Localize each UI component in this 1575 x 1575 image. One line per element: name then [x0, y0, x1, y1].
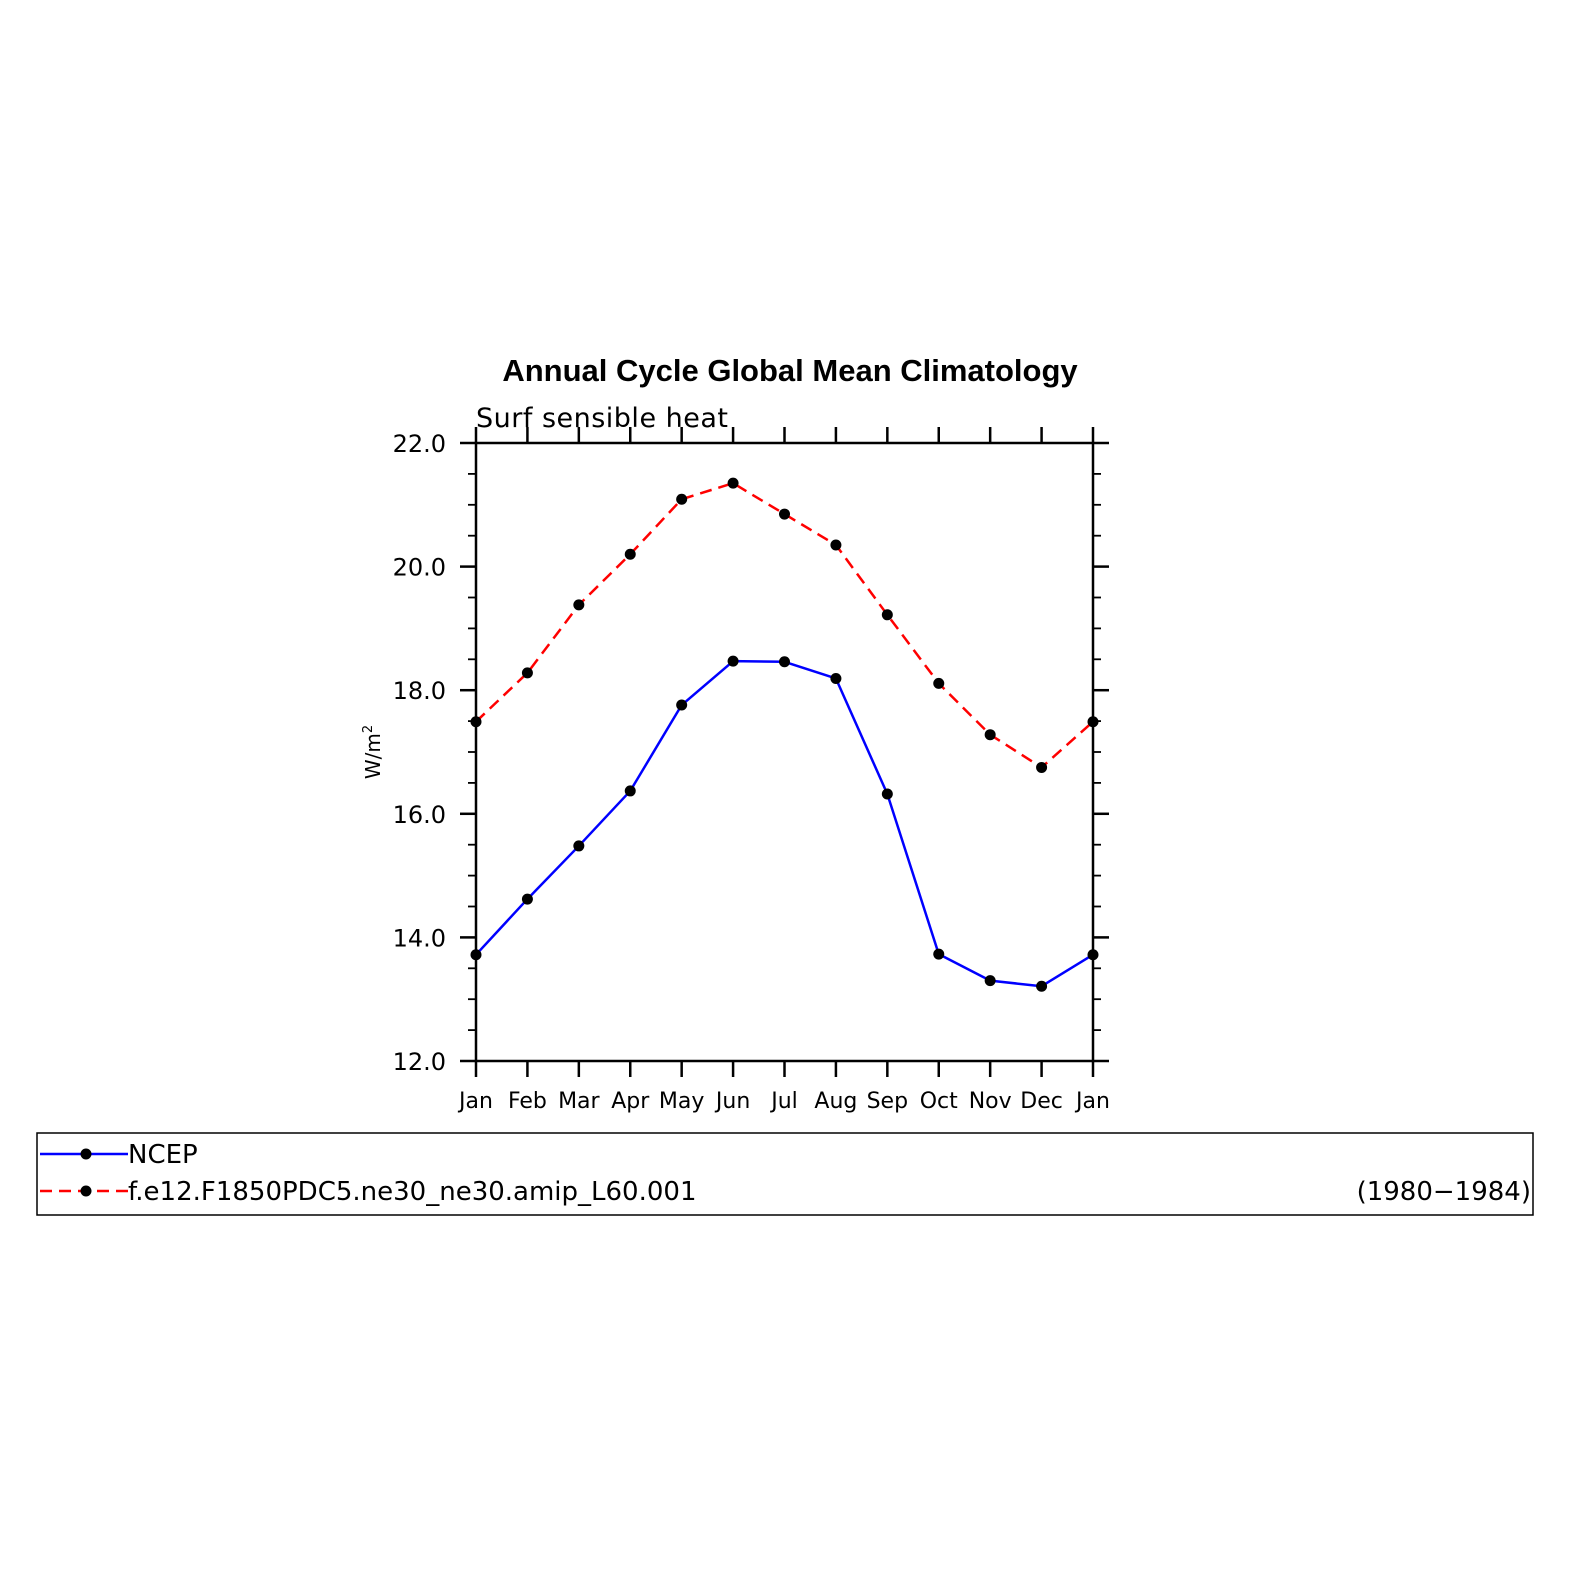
y-tick-label: 18.0 [393, 677, 446, 705]
x-tick-label: Aug [814, 1089, 857, 1114]
data-point [830, 539, 842, 551]
series-line [475, 481, 1094, 769]
svg-text:W/m2: W/m2 [361, 725, 385, 779]
x-tick-label: Oct [920, 1089, 958, 1114]
y-axis-label-text: W/m [361, 733, 385, 779]
data-point [779, 656, 790, 668]
data-point [624, 548, 636, 560]
x-tick-label: Feb [508, 1089, 547, 1114]
data-point [624, 785, 636, 797]
y-tick-label: 20.0 [393, 554, 446, 582]
x-tick-label: Dec [1020, 1089, 1063, 1114]
y-tick-label: 22.0 [393, 430, 446, 458]
x-tick-label: Mar [558, 1089, 600, 1114]
y-tick-label: 16.0 [393, 801, 446, 829]
chart-title: Annual Cycle Global Mean Climatology [502, 353, 1078, 388]
legend-entries: NCEP f.e12.F1850PDC5.ne30_ne30.amip_L60.0… [40, 1140, 696, 1207]
axis-ticks [460, 427, 1109, 1077]
legend-box [36, 1132, 1534, 1216]
tick-labels: Jan Feb Mar Apr May Jun Jul Aug Sep Oct Nov Dec Jan 1… [393, 430, 1110, 1114]
data-point [881, 788, 893, 800]
x-tick-label: Apr [611, 1089, 650, 1114]
chart-subtitle: Surf sensible heat [476, 403, 729, 434]
y-tick-label: 14.0 [393, 924, 446, 952]
legend-marker [80, 1148, 92, 1160]
legend-entry: NCEP [40, 1140, 198, 1170]
series-line [475, 659, 1094, 988]
x-tick-label: Jan [1074, 1089, 1110, 1114]
data-point [984, 975, 996, 987]
data-point [727, 477, 739, 489]
data-point [830, 672, 842, 684]
data-point [521, 893, 533, 905]
plot-frame [474, 441, 1095, 1063]
legend: NCEP f.e12.F1850PDC5.ne30_ne30.amip_L60.0… [36, 1132, 1534, 1216]
data-point [933, 948, 945, 960]
data-point [727, 655, 739, 667]
series-2 [470, 477, 1099, 773]
x-tick-label: May [659, 1089, 704, 1114]
data-point [933, 677, 945, 689]
y-axis-label-superscript: 2 [361, 725, 376, 733]
series-1 [470, 655, 1099, 992]
legend-label: NCEP [128, 1140, 198, 1170]
data-point [573, 840, 585, 852]
data-point [573, 599, 585, 611]
series-layer [470, 477, 1099, 992]
x-tick-label: Sep [867, 1089, 908, 1114]
x-tick-label: Jan [457, 1089, 493, 1114]
legend-entry: f.e12.F1850PDC5.ne30_ne30.amip_L60.001 [40, 1177, 696, 1207]
y-tick-label: 12.0 [393, 1048, 446, 1076]
legend-label: f.e12.F1850PDC5.ne30_ne30.amip_L60.001 [128, 1177, 696, 1207]
x-tick-label: Nov [969, 1089, 1012, 1114]
data-point [676, 699, 688, 711]
x-tick-label: Jul [769, 1089, 798, 1114]
y-axis-label: W/m2 [361, 725, 385, 779]
legend-period-annotation: (1980−1984) [1357, 1177, 1531, 1207]
data-point [676, 493, 688, 505]
data-point [521, 667, 533, 679]
data-point [881, 609, 893, 621]
legend-marker [80, 1185, 92, 1197]
data-point [1036, 980, 1048, 992]
data-point [984, 729, 996, 741]
data-point [779, 508, 790, 520]
data-point [1036, 761, 1048, 773]
x-tick-label: Jun [714, 1089, 750, 1114]
